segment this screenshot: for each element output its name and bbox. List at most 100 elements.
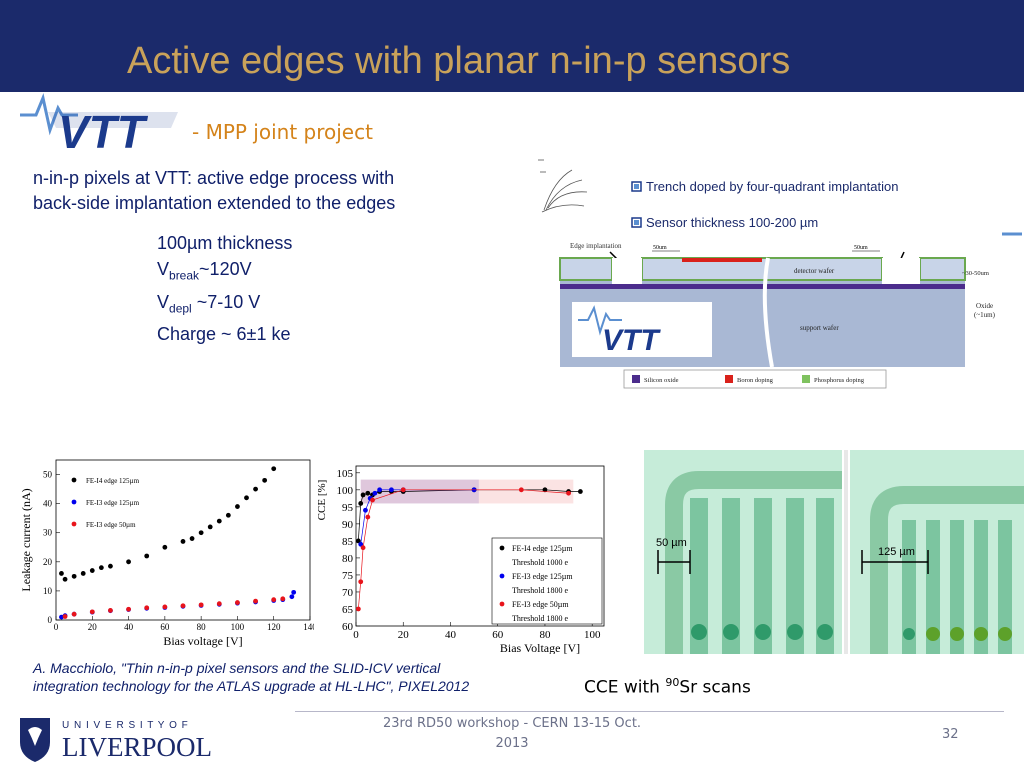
vtt-logo-text: VTT <box>58 106 149 156</box>
series-line <box>358 489 569 610</box>
legend-thickness: Sensor thickness 100-200 µm <box>646 215 818 230</box>
legend-box <box>491 537 603 625</box>
vtt-logo: VTT <box>20 92 178 156</box>
data-point <box>370 497 375 503</box>
cce-caption: CCE with 90Sr scans <box>584 676 751 698</box>
page-number: 32 <box>942 727 959 742</box>
x-tick-label: 20 <box>88 622 98 632</box>
data-point <box>291 589 297 595</box>
intro-line-2: back-side implantation extended to the e… <box>33 193 396 213</box>
data-point <box>162 604 168 610</box>
legend-label: FE-I4 edge 125µm <box>512 544 573 553</box>
legend-threshold: Threshold 1000 e <box>512 558 568 567</box>
data-point <box>262 477 268 483</box>
data-point <box>198 602 204 608</box>
y-tick-label: 40 <box>43 499 53 509</box>
data-point <box>98 565 104 571</box>
legend-marker <box>499 545 505 551</box>
detector-wafer-label: detector wafer <box>794 267 835 275</box>
data-point <box>400 487 406 493</box>
legend-label: FE-I3 edge 125µm <box>512 572 573 581</box>
data-point <box>360 492 366 498</box>
y-tick-label: 10 <box>43 586 53 596</box>
intro-text: n-in-p pixels at VTT: active edge proces… <box>33 166 395 216</box>
color-key <box>623 369 887 389</box>
svg-text:Phosphorus doping: Phosphorus doping <box>814 377 865 384</box>
data-point <box>162 544 168 550</box>
data-point <box>126 606 131 612</box>
thickness-text: 100µm thickness <box>157 233 293 253</box>
data-point <box>198 530 204 536</box>
x-tick-label: 20 <box>398 629 410 641</box>
leakage-current-chart: 0 20 40 60 80 100 120 140 0 10 20 30 40 50 Bias voltag… <box>20 452 318 650</box>
y-axis-label: Leakage current (nA) <box>20 488 33 591</box>
svg-text:(~1um): (~1um) <box>974 311 996 319</box>
data-point <box>235 504 240 509</box>
data-point <box>80 571 86 576</box>
data-point <box>235 600 240 605</box>
svg-text:Silicon oxide: Silicon oxide <box>644 377 679 384</box>
x-tick-label: 80 <box>197 622 207 632</box>
vdepl-text: Vdepl ~7-10 V <box>157 291 261 316</box>
footer-divider <box>295 711 1004 712</box>
sketch-icon <box>538 159 588 213</box>
x-tick-label: 60 <box>160 622 170 632</box>
title-bar <box>0 0 1024 92</box>
svg-text:Boron doping: Boron doping <box>737 377 774 384</box>
cce-chart: 0 20 40 60 80 100 60 65 70 75 80 85 90 95 100 105 Bias V… <box>314 460 610 654</box>
data-point <box>71 573 77 579</box>
data-point <box>144 605 150 611</box>
x-tick-label: 80 <box>539 629 551 641</box>
svg-text:U N I V E R S I T Y O F: U N I V E R S I T Y O F <box>62 720 189 731</box>
x-axis-label: Bias voltage [V] <box>163 634 242 648</box>
data-point <box>207 524 213 530</box>
data-point <box>542 487 548 493</box>
sr-scan-images: 50 µm 125 µm <box>644 450 1024 654</box>
data-point <box>108 608 113 613</box>
data-point <box>216 601 222 607</box>
y-tick-label: 80 <box>342 553 354 565</box>
data-point <box>180 603 186 609</box>
y-tick-label: 90 <box>342 519 354 531</box>
legend-threshold: Threshold 1800 e <box>512 586 568 595</box>
x-tick-label: 40 <box>124 622 134 632</box>
sensor-parameters: 100µm thickness Vbreak~120V Vdepl ~7-10 … <box>157 230 292 347</box>
x-axis-label: Bias Voltage [V] <box>500 641 580 654</box>
data-point <box>518 487 524 493</box>
legend-trench: Trench doped by four-quadrant implantati… <box>646 179 898 194</box>
y-tick-label: 30 <box>43 528 53 538</box>
sensor-cross-section-diagram: Trench doped by four-quadrant implantati… <box>538 159 1022 389</box>
data-point <box>289 594 295 600</box>
legend-marker <box>71 521 77 527</box>
y-axis-label: CCE [%] <box>316 480 328 521</box>
y-tick-label: 20 <box>43 557 53 567</box>
oxide-layer <box>560 284 965 289</box>
y-tick-label: 0 <box>48 615 53 625</box>
x-tick-label: 0 <box>54 622 59 632</box>
y-tick-label: 50 <box>43 470 53 480</box>
svg-text:VTT: VTT <box>602 324 661 357</box>
legend-marker <box>499 601 505 607</box>
charge-text: Charge ~ 6±1 ke <box>157 324 291 345</box>
legend-label: FE-I3 edge 50µm <box>86 521 136 529</box>
data-point <box>225 512 231 518</box>
data-point <box>358 541 364 547</box>
data-point <box>389 487 394 493</box>
y-tick-label: 85 <box>342 536 354 548</box>
data-point <box>216 518 222 524</box>
data-point <box>144 553 150 559</box>
y-tick-label: 70 <box>342 587 354 599</box>
edge-implantation-label: Edge implantation <box>570 242 622 250</box>
legend-marker <box>71 477 77 483</box>
data-point <box>71 611 77 617</box>
x-tick-label: 60 <box>492 629 504 641</box>
plot-frame <box>355 465 605 627</box>
uncertainty-band-blue <box>360 479 479 504</box>
x-tick-label: 0 <box>353 629 359 641</box>
data-point <box>577 489 583 494</box>
uncertainty-band-red <box>360 479 574 504</box>
dim-left: 50um <box>653 245 667 251</box>
data-point <box>126 559 131 565</box>
data-point <box>59 614 64 620</box>
scan-right-strips <box>870 486 1024 654</box>
